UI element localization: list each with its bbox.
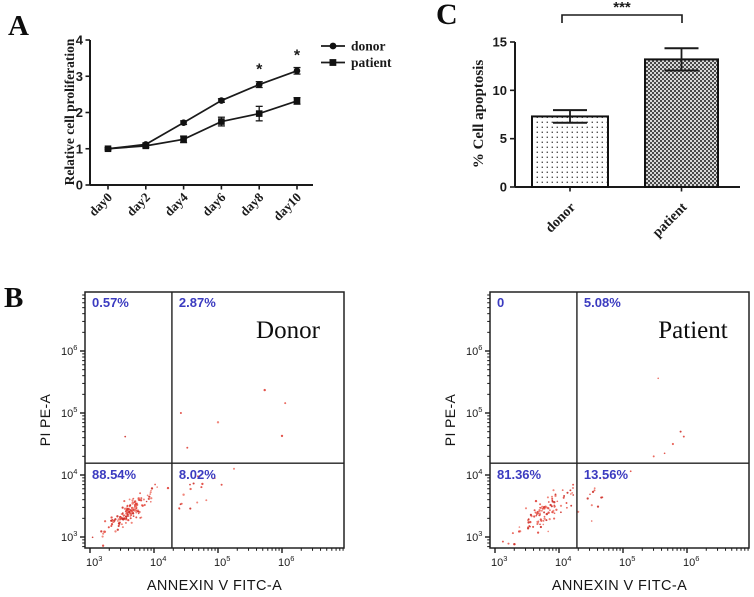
- significance-bracket: ***: [561, 0, 683, 23]
- panel-b-label: B: [4, 282, 24, 314]
- svg-text:5.08%: 5.08%: [584, 295, 621, 310]
- bar-patient: patient: [644, 47, 719, 241]
- quadrant-gate: [490, 292, 749, 548]
- svg-text:Patient: Patient: [658, 317, 727, 344]
- svg-text:***: ***: [613, 0, 631, 16]
- significance-asterisks: **: [256, 48, 301, 79]
- svg-text:10: 10: [493, 83, 507, 98]
- svg-text:88.54%: 88.54%: [92, 467, 137, 482]
- svg-text:Relative cell proliferation: Relative cell proliferation: [62, 38, 77, 185]
- svg-text:0: 0: [76, 178, 83, 193]
- svg-text:Donor: Donor: [256, 317, 321, 344]
- y-axis-title: Relative cell proliferation: [62, 38, 77, 185]
- scatter-dots: [501, 377, 685, 546]
- svg-text:104: 104: [466, 467, 482, 482]
- svg-text:day6: day6: [199, 189, 229, 219]
- svg-text:donor: donor: [351, 39, 386, 54]
- svg-text:104: 104: [555, 554, 571, 569]
- svg-text:ANNEXIN V FITC-A: ANNEXIN V FITC-A: [147, 578, 282, 594]
- svg-text:105: 105: [619, 554, 635, 569]
- line-chart-proliferation: 0 1 2 3 4 day0 day2 day4 day6 day8 day10 Relative c…: [62, 33, 392, 224]
- svg-text:106: 106: [683, 554, 699, 569]
- svg-text:0: 0: [497, 295, 504, 310]
- panel-b-flow-donor: B 103 104 105 106 103 104 105 106 ANNEXIN V FITC…: [0, 260, 380, 597]
- flow-scatter-donor: 103 104 105 106 103 104 105 106 ANNEXIN V FITC-A…: [37, 291, 345, 594]
- svg-text:106: 106: [278, 554, 294, 569]
- svg-text:106: 106: [61, 343, 77, 358]
- svg-text:104: 104: [61, 467, 77, 482]
- x-tick-labels: 103 104 105 106: [86, 554, 294, 569]
- svg-text:103: 103: [491, 554, 507, 569]
- svg-text:day8: day8: [237, 189, 267, 219]
- svg-text:patient: patient: [650, 200, 691, 241]
- svg-text:*: *: [256, 62, 263, 79]
- svg-text:ANNEXIN V FITC-A: ANNEXIN V FITC-A: [552, 578, 687, 594]
- panel-c-apoptosis: C 0 5 10 15 % Cell apoptosis donor patient ***: [420, 0, 754, 258]
- sample-title: Donor: [256, 317, 321, 344]
- y-axis-title: % Cell apoptosis: [471, 60, 487, 169]
- flow-scatter-patient: 103 104 105 106 103 104 105 106 ANNEXIN V FITC-A…: [442, 291, 750, 594]
- svg-text:103: 103: [86, 554, 102, 569]
- scatter-dots: [91, 388, 287, 547]
- svg-text:patient: patient: [351, 55, 392, 70]
- svg-text:0: 0: [500, 180, 507, 195]
- svg-text:13.56%: 13.56%: [584, 467, 629, 482]
- svg-text:day0: day0: [86, 190, 116, 220]
- panel-a-label: A: [8, 10, 29, 42]
- quadrant-percentages: 0.57% 2.87% 88.54% 8.02%: [92, 295, 216, 482]
- svg-text:105: 105: [61, 405, 77, 420]
- x-axis-title: ANNEXIN V FITC-A: [147, 578, 282, 594]
- quadrant-percentages: 0 5.08% 81.36% 13.56%: [497, 295, 628, 482]
- svg-text:PI PE-A: PI PE-A: [37, 393, 53, 446]
- sample-title: Patient: [658, 317, 727, 344]
- quadrant-gate: [85, 292, 344, 548]
- x-tick-labels: day0 day2 day4 day6 day8 day10: [86, 185, 304, 224]
- svg-text:3: 3: [76, 69, 83, 84]
- panel-c-label: C: [436, 0, 458, 31]
- svg-text:104: 104: [150, 554, 166, 569]
- svg-text:4: 4: [76, 33, 84, 48]
- y-tick-labels: 103 104 105 106: [466, 343, 482, 544]
- y-axis-title: PI PE-A: [37, 393, 53, 446]
- svg-text:day2: day2: [123, 190, 153, 220]
- bar-chart-apoptosis: 0 5 10 15 % Cell apoptosis donor patient ***: [471, 0, 740, 241]
- svg-text:% Cell apoptosis: % Cell apoptosis: [471, 60, 487, 169]
- svg-text:2.87%: 2.87%: [179, 295, 216, 310]
- plot-frame: [84, 291, 345, 549]
- svg-text:8.02%: 8.02%: [179, 467, 216, 482]
- svg-text:donor: donor: [543, 200, 579, 236]
- svg-text:106: 106: [466, 343, 482, 358]
- svg-text:1: 1: [76, 141, 83, 156]
- svg-text:105: 105: [466, 405, 482, 420]
- svg-text:*: *: [294, 48, 301, 65]
- x-tick-labels: 103 104 105 106: [491, 554, 699, 569]
- x-axis-title: ANNEXIN V FITC-A: [552, 578, 687, 594]
- series-patient: [104, 96, 301, 153]
- svg-text:105: 105: [214, 554, 230, 569]
- axes: 0 1 2 3 4: [76, 33, 313, 193]
- svg-text:day4: day4: [161, 189, 191, 219]
- panel-a-proliferation: A 0 1 2 3 4 day0 day2 day4 day6 day8 day10 Relative…: [0, 0, 420, 258]
- svg-text:PI PE-A: PI PE-A: [442, 393, 458, 446]
- y-tick-labels: 103 104 105 106: [61, 343, 77, 544]
- svg-text:15: 15: [493, 35, 507, 50]
- svg-text:103: 103: [61, 529, 77, 544]
- svg-text:103: 103: [466, 529, 482, 544]
- bar-donor: donor: [531, 109, 609, 236]
- y-axis-title: PI PE-A: [442, 393, 458, 446]
- panel-b-flow-patient: 103 104 105 106 103 104 105 106 ANNEXIN V FITC-A…: [405, 260, 754, 597]
- svg-text:5: 5: [500, 131, 507, 146]
- svg-text:0.57%: 0.57%: [92, 295, 129, 310]
- svg-text:2: 2: [76, 105, 83, 120]
- svg-text:81.36%: 81.36%: [497, 467, 542, 482]
- plot-frame: [489, 291, 750, 549]
- axis-ticks: [485, 294, 749, 553]
- svg-text:day10: day10: [270, 190, 304, 224]
- axis-ticks: [80, 294, 344, 553]
